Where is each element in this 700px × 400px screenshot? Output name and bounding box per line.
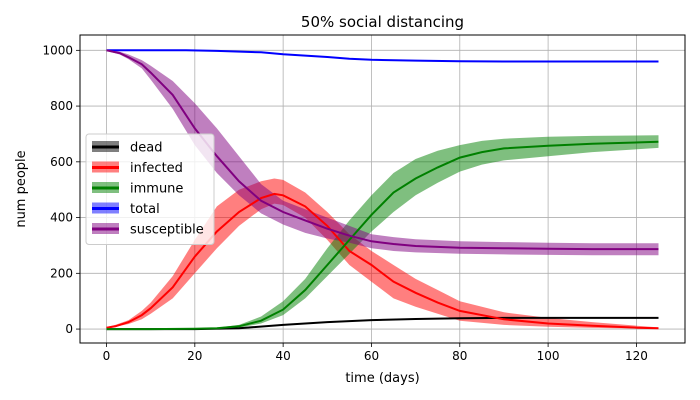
infected-band	[106, 178, 659, 329]
y-tick-label: 1000	[42, 43, 73, 57]
legend: dead infected immune total susceptible	[85, 133, 215, 245]
x-tick-label: 80	[452, 349, 467, 363]
susceptible-legend-label: susceptible	[130, 223, 204, 238]
y-tick-label: 200	[50, 266, 73, 280]
chart-title: 50% social distancing	[301, 13, 464, 31]
axis-ticks: 0 20 40 60 80 100 120 0 200 400 600 800 1000	[42, 43, 647, 363]
x-tick-label: 0	[103, 349, 111, 363]
total-legend-label: total	[130, 202, 160, 217]
x-tick-label: 60	[364, 349, 379, 363]
x-tick-label: 40	[275, 349, 290, 363]
total-line	[106, 49, 659, 63]
immune-line	[106, 140, 659, 331]
x-tick-label: 20	[187, 349, 202, 363]
plot-frame	[79, 34, 686, 344]
y-tick-label: 0	[65, 322, 73, 336]
infected-line	[106, 192, 659, 330]
immune-legend-label: immune	[130, 182, 183, 197]
y-tick-label: 400	[50, 211, 73, 225]
susceptible-band	[106, 49, 659, 256]
x-tick-label: 120	[625, 349, 648, 363]
susceptible-line	[106, 49, 659, 251]
series-lines	[106, 49, 659, 331]
infected-legend-label: infected	[130, 161, 183, 176]
y-tick-label: 800	[50, 99, 73, 113]
x-axis-label: time (days)	[345, 371, 419, 386]
y-axis-label: num people	[14, 150, 29, 227]
dead-line	[106, 316, 659, 331]
x-tick-label: 100	[537, 349, 560, 363]
dead-legend-label: dead	[130, 141, 162, 156]
y-tick-label: 600	[50, 155, 73, 169]
